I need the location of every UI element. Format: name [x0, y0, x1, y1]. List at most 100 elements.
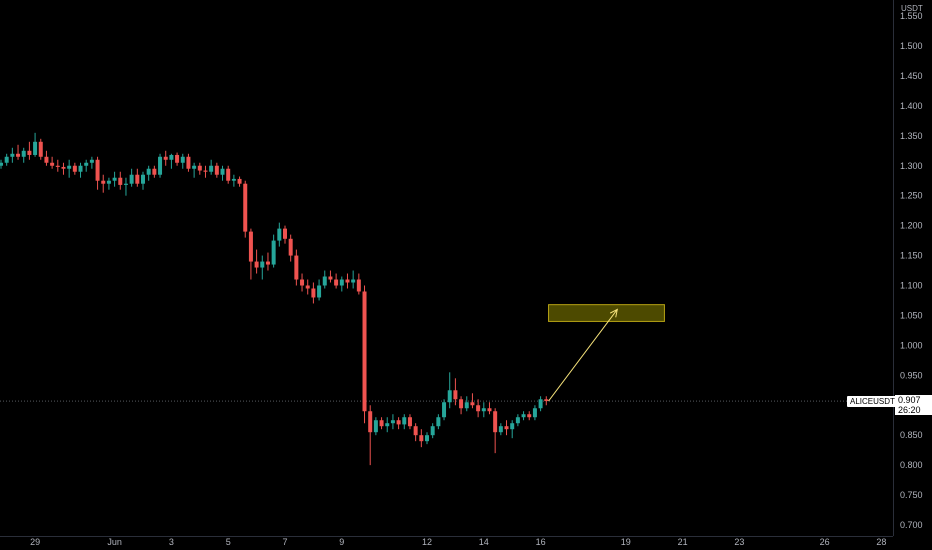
candle-body [44, 156, 49, 163]
candle-body [345, 279, 350, 283]
x-tick-label: 19 [621, 537, 631, 547]
x-tick-label: 9 [339, 537, 344, 547]
candle-body [351, 279, 356, 283]
candle-body [430, 426, 435, 436]
candle-body [169, 154, 174, 160]
candle-body [33, 141, 38, 155]
candle-body [493, 411, 498, 433]
projection-arrow [548, 309, 618, 402]
candle-body [521, 414, 526, 418]
candle-body [476, 405, 481, 412]
candle-body [112, 177, 117, 181]
candle-body [163, 156, 168, 160]
candle-body [464, 402, 469, 409]
candle-body [487, 408, 492, 412]
candle-body [425, 435, 429, 442]
x-tick-label: 21 [678, 537, 688, 547]
candle-body [453, 390, 458, 400]
candle-body [368, 411, 373, 433]
candle-countdown: 26:20 [898, 405, 921, 415]
candle-body [311, 288, 316, 298]
x-tick-label: 3 [169, 537, 174, 547]
candle-body [175, 154, 180, 163]
candle-body [61, 166, 66, 169]
candle-body [470, 402, 475, 406]
candle-body [237, 178, 242, 184]
candle-body [317, 285, 322, 298]
candle-body [21, 150, 26, 157]
candle-body [152, 168, 157, 175]
y-tick-label: 1.550 [900, 11, 923, 21]
candle-body [515, 417, 520, 424]
candle-body [527, 414, 532, 418]
y-tick-label: 0.700 [900, 520, 923, 530]
candle-body [498, 426, 503, 433]
candle-body [226, 168, 231, 181]
candle-body [129, 174, 134, 184]
candle-body [413, 426, 418, 436]
candle-body [283, 228, 287, 239]
candle-body [328, 276, 333, 280]
y-tick-label: 0.850 [900, 430, 923, 440]
candle-body [38, 141, 43, 157]
candle-body [447, 390, 452, 403]
candle-body [538, 399, 543, 409]
x-tick-label: 14 [479, 537, 489, 547]
candle-body [16, 153, 21, 157]
candle-body [55, 165, 60, 167]
candle-body [180, 156, 185, 163]
currency-label: USDT [901, 4, 923, 13]
y-tick-label: 0.750 [900, 490, 923, 500]
candle-body [305, 285, 310, 289]
y-tick-label: 1.300 [900, 161, 923, 171]
candle-body [135, 174, 140, 184]
candle-body [339, 279, 344, 286]
candle-body [95, 159, 100, 181]
candle-body [27, 150, 32, 155]
candle-body [254, 261, 259, 268]
x-tick-label: 26 [820, 537, 830, 547]
symbol-price-tag: ALICEUSDT [847, 396, 898, 407]
last-price-tag: 0.907 26:20 [895, 395, 932, 415]
candle-body [396, 420, 401, 425]
candle-body [10, 153, 15, 157]
x-tick-label: 16 [536, 537, 546, 547]
candle-body [72, 165, 77, 172]
candle-body [459, 399, 464, 409]
candle-body [106, 180, 111, 184]
candle-body [248, 231, 253, 262]
candle-body [322, 276, 327, 286]
candle-body [532, 408, 537, 418]
y-tick-label: 1.350 [900, 131, 923, 141]
y-tick-label: 1.200 [900, 221, 923, 231]
candle-body [481, 408, 486, 412]
candle-body [141, 174, 145, 184]
candle-body [214, 165, 219, 175]
candle-body [373, 420, 378, 433]
candle-body [101, 180, 106, 184]
candle-body [158, 156, 163, 175]
candle-body [442, 402, 447, 418]
candle-body [78, 165, 83, 172]
candle-body [362, 291, 367, 412]
candle-body [265, 261, 270, 265]
x-tick-label: 23 [734, 537, 744, 547]
candle-body [203, 170, 208, 172]
candle-body [407, 417, 412, 427]
last-price-value: 0.907 [898, 395, 921, 405]
y-tick-label: 1.500 [900, 41, 923, 51]
candle-body [356, 279, 361, 292]
candle-body [89, 159, 94, 163]
candle-body [123, 183, 128, 185]
candle-body [334, 279, 339, 286]
candle-body [402, 417, 407, 425]
x-tick-label: 29 [30, 537, 40, 547]
candle-body [385, 423, 390, 427]
y-tick-label: 1.000 [900, 340, 923, 350]
candle-body [50, 162, 55, 166]
x-tick-label: 28 [876, 537, 886, 547]
candle-body [220, 168, 225, 175]
candle-body [436, 417, 441, 427]
target-zone [548, 304, 665, 322]
